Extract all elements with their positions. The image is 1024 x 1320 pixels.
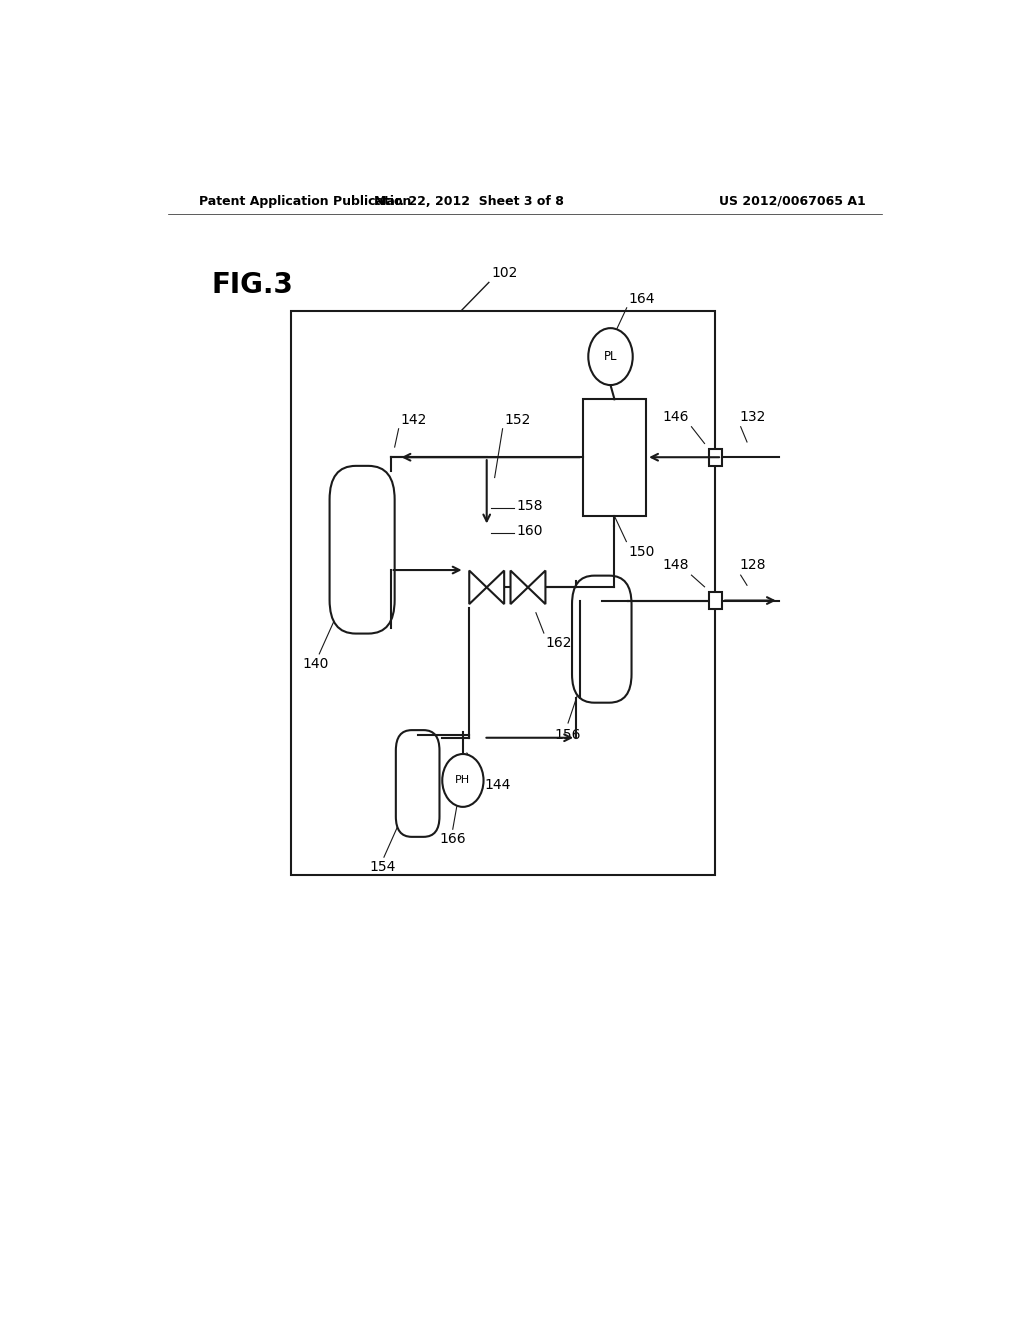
Text: 102: 102 xyxy=(492,267,517,280)
Bar xyxy=(583,399,646,516)
Text: 154: 154 xyxy=(370,861,395,874)
Text: 162: 162 xyxy=(546,636,572,651)
Circle shape xyxy=(442,754,483,807)
Bar xyxy=(709,449,722,466)
Text: PL: PL xyxy=(604,350,617,363)
Text: 158: 158 xyxy=(516,499,543,513)
Text: 140: 140 xyxy=(303,657,330,671)
Text: 150: 150 xyxy=(629,545,655,558)
Text: FIG.3: FIG.3 xyxy=(211,272,293,300)
Text: 142: 142 xyxy=(400,413,427,426)
FancyBboxPatch shape xyxy=(572,576,632,702)
Text: 132: 132 xyxy=(739,409,766,424)
Text: US 2012/0067065 A1: US 2012/0067065 A1 xyxy=(719,194,866,207)
Text: 160: 160 xyxy=(516,524,543,539)
Text: 152: 152 xyxy=(504,413,530,426)
FancyBboxPatch shape xyxy=(396,730,439,837)
Polygon shape xyxy=(511,570,528,605)
Text: 144: 144 xyxy=(484,779,511,792)
FancyBboxPatch shape xyxy=(330,466,394,634)
Polygon shape xyxy=(486,570,504,605)
Text: 164: 164 xyxy=(629,292,654,306)
Text: 148: 148 xyxy=(663,558,689,572)
Bar xyxy=(291,310,715,875)
Text: Patent Application Publication: Patent Application Publication xyxy=(200,194,412,207)
Circle shape xyxy=(588,329,633,385)
Text: Mar. 22, 2012  Sheet 3 of 8: Mar. 22, 2012 Sheet 3 of 8 xyxy=(375,194,564,207)
Text: 156: 156 xyxy=(555,729,582,742)
Text: PH: PH xyxy=(456,775,470,785)
Polygon shape xyxy=(469,570,486,605)
Text: 128: 128 xyxy=(739,558,766,572)
Text: 166: 166 xyxy=(439,833,466,846)
Bar xyxy=(709,591,722,609)
Text: 146: 146 xyxy=(663,409,689,424)
Polygon shape xyxy=(528,570,546,605)
